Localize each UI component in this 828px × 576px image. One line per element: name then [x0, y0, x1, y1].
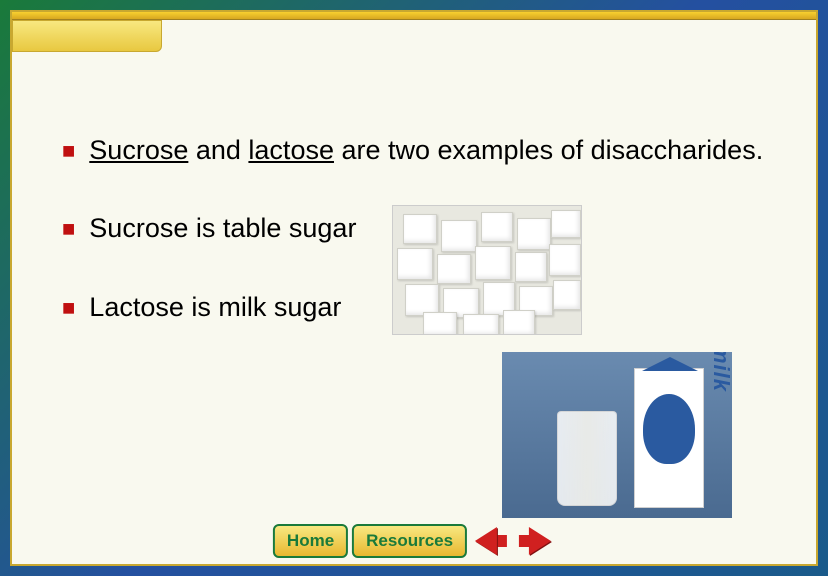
- arrow-right-icon: [529, 527, 551, 555]
- bullet-marker-icon: ■: [62, 136, 75, 166]
- milk-glass-icon: [557, 411, 617, 506]
- bullet-marker-icon: ■: [62, 293, 75, 323]
- top-gold-bar: [12, 12, 816, 20]
- home-button[interactable]: Home: [273, 524, 348, 558]
- milk-carton-icon: [634, 368, 704, 508]
- arrow-left-icon: [475, 527, 497, 555]
- term-lactose: lactose: [248, 135, 334, 165]
- bottom-navigation: Home Resources: [273, 524, 555, 558]
- header-tab: [12, 20, 162, 52]
- next-arrow-button[interactable]: [515, 524, 555, 558]
- bullet-marker-icon: ■: [62, 214, 75, 244]
- prev-arrow-button[interactable]: [471, 524, 511, 558]
- bullet-text-2: Sucrose is table sugar: [89, 210, 356, 246]
- resources-button[interactable]: Resources: [352, 524, 467, 558]
- slide-content-area: ■ Sucrose and lactose are two examples o…: [10, 10, 818, 566]
- bullet-text-1: Sucrose and lactose are two examples of …: [89, 132, 763, 168]
- bullet-text-3: Lactose is milk sugar: [89, 289, 341, 325]
- bullet-item-1: ■ Sucrose and lactose are two examples o…: [62, 132, 766, 168]
- milk-image: milk: [502, 352, 732, 518]
- carton-side-label: milk: [708, 352, 732, 392]
- sugar-cubes-image: [392, 205, 582, 335]
- slide-frame: ■ Sucrose and lactose are two examples o…: [0, 0, 828, 576]
- term-sucrose: Sucrose: [89, 135, 188, 165]
